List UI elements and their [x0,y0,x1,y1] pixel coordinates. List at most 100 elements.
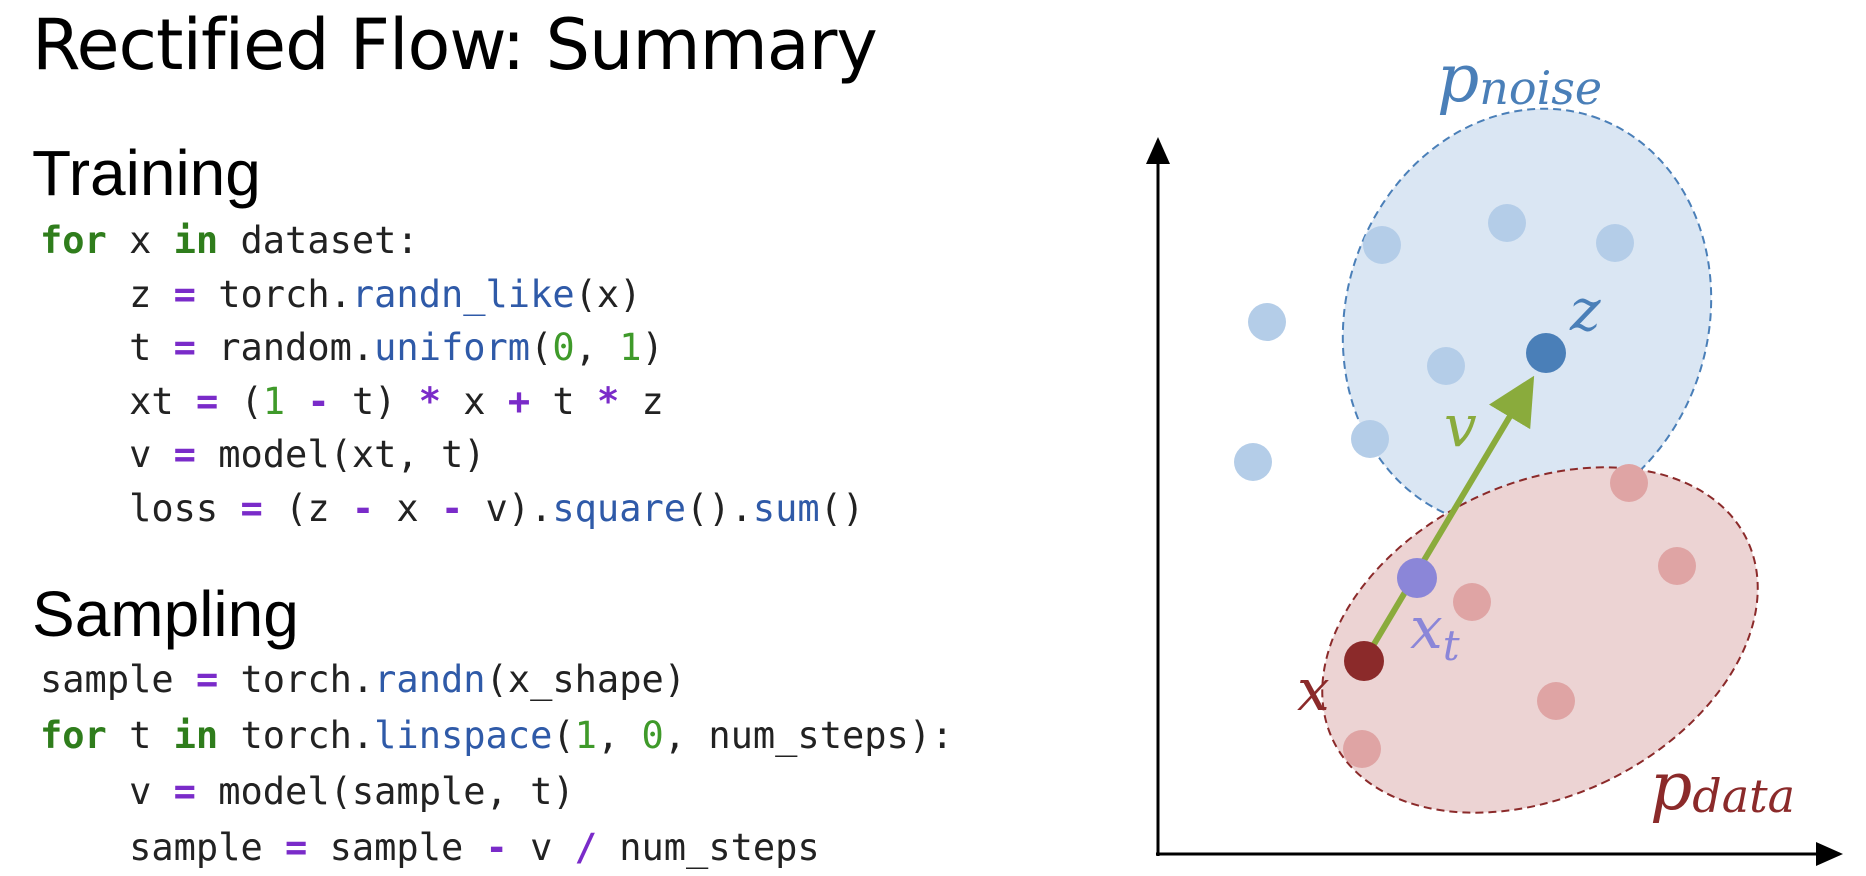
code-token: * [418,379,442,423]
code-token: (x_shape) [485,658,687,701]
training-code-line: for x in dataset: [40,214,864,268]
code-token: = [173,272,196,316]
sampling-code-line: sample = sample - v / num_steps [40,820,953,876]
xt-point [1397,558,1437,598]
code-token: in [173,219,219,262]
code-token: z [619,379,664,423]
code-token: torch. [195,272,352,316]
code-token: = [195,379,219,423]
noise-sample-dot [1234,443,1272,481]
code-token: v [40,770,174,813]
x-point [1344,641,1384,681]
code-token: + [507,379,531,423]
code-token: * [596,379,620,423]
sampling-heading: Sampling [32,578,299,650]
code-token: - [307,379,330,423]
sampling-code-line: for t in torch.linspace(1, 0, num_steps)… [40,708,953,764]
code-token: = [240,486,263,530]
noise-samples [1234,204,1634,481]
sampling-code-line: v = model(sample, t) [40,764,953,820]
code-token: ( [218,379,263,423]
training-code-line: t = random.uniform(0, 1) [40,321,864,375]
z-point [1526,333,1566,373]
code-token: for [40,219,107,262]
noise-sample-dot [1488,204,1526,242]
code-token: t [106,714,174,757]
code-token: - [440,486,464,530]
data-sample-dot [1453,583,1491,621]
code-token: = [173,433,196,476]
sampling-code-block: sample = torch.randn(x_shape) for t in to… [40,652,953,876]
code-token: , [574,326,620,369]
code-token: (x) [574,272,642,316]
noise-sample-dot [1363,226,1401,264]
xt-base: x [1410,594,1443,662]
code-token: randn_like [351,272,575,316]
code-token: x [106,219,174,262]
velocity-arrow [1361,375,1535,663]
code-token: x [441,379,508,423]
code-token: v [507,826,575,869]
code-token: ( [530,326,553,369]
code-token: = [173,326,196,369]
z-label: z [1569,276,1601,344]
training-code-line: xt = (1 - t) * x + t * z [40,375,864,429]
code-token: 1 [262,379,286,423]
p-data-label: pdata [1650,748,1795,825]
code-token: = [285,826,308,869]
x-label: x [1297,656,1330,724]
p-data-base: p [1650,748,1692,825]
code-token: torch. [218,714,375,757]
code-token: linspace [374,714,553,757]
code-token: v [40,433,174,476]
data-sample-dot [1537,682,1575,720]
code-token: uniform [374,326,531,369]
code-token: (). [686,486,753,530]
code-token: t) [329,379,419,423]
page-title: Rectified Flow: Summary [32,4,878,86]
code-token: = [173,770,196,813]
code-token: torch. [218,658,375,701]
code-token: t [530,379,597,423]
code-token: in [173,714,219,757]
training-code-line: loss = (z - x - v).square().sum() [40,482,864,536]
p-noise-base: p [1437,40,1479,117]
code-token: random. [195,326,375,369]
code-token: sample [40,658,196,701]
code-token: 1 [574,714,597,757]
p-data-subscript: data [1692,769,1795,823]
data-sample-dot [1610,464,1648,502]
xt-subscript: t [1443,621,1460,670]
data-samples [1343,464,1696,768]
data-sample-dot [1343,730,1381,768]
code-token: sample [40,826,286,869]
code-token: randn [374,658,486,701]
code-token: loss [40,486,241,530]
code-token: t [40,326,174,369]
noise-sample-dot [1351,420,1389,458]
code-token: model(sample, t) [195,770,575,813]
code-token: for [40,714,107,757]
code-token: (z [262,486,352,530]
p-noise-subscript: noise [1479,61,1602,115]
code-token: 0 [641,714,664,757]
code-token: ) [641,326,664,369]
code-token: v). [463,486,553,530]
sampling-code-line: sample = torch.randn(x_shape) [40,652,953,708]
code-token: / [574,826,597,869]
noise-sample-dot [1596,224,1634,262]
code-token: = [195,658,219,701]
noise-sample-dot [1248,303,1286,341]
p-noise-label: pnoise [1437,40,1602,117]
code-token: xt [40,379,196,423]
code-token: model(xt, t) [195,433,486,476]
training-code-line: v = model(xt, t) [40,428,864,482]
code-token: dataset: [218,219,419,262]
code-token: - [485,826,508,869]
code-token: sample [307,826,486,869]
training-code-block: for x in dataset: z = torch.randn_like(x… [40,214,864,535]
code-token: 0 [552,326,575,369]
code-token: , num_steps): [663,714,954,757]
xt-label: xt [1410,594,1460,670]
code-token: square [552,486,687,530]
